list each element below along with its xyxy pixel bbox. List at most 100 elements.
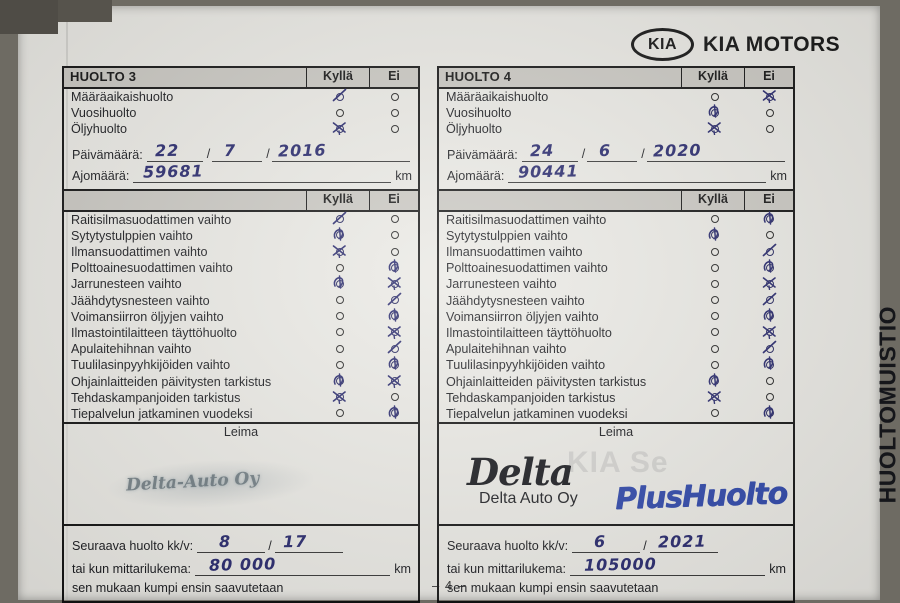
cell-yes[interactable] bbox=[308, 325, 370, 341]
cell-no[interactable] bbox=[745, 228, 793, 244]
next-service-row[interactable]: Seuraava huolto kk/v: 8 / 17 bbox=[72, 532, 411, 553]
checkbox-mark[interactable] bbox=[332, 121, 346, 136]
cell-yes[interactable] bbox=[308, 244, 370, 260]
checkbox-mark[interactable] bbox=[388, 244, 401, 257]
cell-no[interactable] bbox=[370, 89, 418, 105]
checkbox-mark[interactable] bbox=[763, 105, 776, 118]
checkbox-mark[interactable] bbox=[387, 374, 401, 388]
checkbox-mark[interactable] bbox=[333, 372, 346, 387]
checkbox-mark[interactable] bbox=[387, 292, 401, 306]
next-odometer-line[interactable]: 105000 bbox=[569, 554, 766, 576]
cell-no[interactable] bbox=[745, 390, 793, 406]
checkbox-mark[interactable] bbox=[388, 259, 401, 273]
checkbox-mark[interactable] bbox=[763, 390, 776, 403]
odometer-line[interactable]: 90441 bbox=[508, 161, 767, 183]
checkbox-mark[interactable] bbox=[333, 325, 346, 338]
checkbox-mark[interactable] bbox=[333, 309, 346, 322]
cell-yes[interactable] bbox=[683, 341, 745, 357]
checkbox-mark[interactable] bbox=[387, 340, 401, 354]
checkbox-mark[interactable] bbox=[333, 105, 346, 118]
cell-yes[interactable] bbox=[308, 211, 370, 228]
checkbox-mark[interactable] bbox=[762, 325, 776, 339]
cell-yes[interactable] bbox=[683, 212, 745, 228]
cell-no[interactable] bbox=[745, 325, 793, 341]
checkbox-mark[interactable] bbox=[388, 390, 401, 403]
odometer-field[interactable]: Ajomäärä: 59681 km bbox=[72, 161, 412, 183]
cell-no[interactable] bbox=[745, 259, 793, 276]
cell-no[interactable] bbox=[370, 325, 418, 341]
cell-yes[interactable] bbox=[683, 276, 745, 292]
cell-yes[interactable] bbox=[308, 406, 370, 422]
cell-no[interactable] bbox=[745, 308, 793, 325]
next-service-month-line[interactable]: 6 bbox=[572, 532, 641, 553]
checkbox-mark[interactable] bbox=[333, 341, 346, 354]
cell-yes[interactable] bbox=[308, 88, 370, 105]
date-month-slot[interactable]: 7 bbox=[212, 140, 263, 162]
checkbox-mark[interactable] bbox=[388, 89, 401, 102]
cell-no[interactable] bbox=[370, 374, 418, 390]
checkbox-mark[interactable] bbox=[708, 244, 721, 257]
cell-no[interactable] bbox=[370, 405, 418, 422]
cell-yes[interactable] bbox=[683, 227, 745, 244]
cell-yes[interactable] bbox=[308, 293, 370, 309]
cell-no[interactable] bbox=[370, 276, 418, 292]
cell-no[interactable] bbox=[370, 212, 418, 228]
cell-no[interactable] bbox=[370, 244, 418, 260]
cell-no[interactable] bbox=[370, 292, 418, 309]
odometer-line[interactable]: 59681 bbox=[133, 161, 392, 183]
cell-no[interactable] bbox=[745, 276, 793, 292]
checkbox-mark[interactable] bbox=[707, 121, 721, 136]
checkbox-mark[interactable] bbox=[708, 227, 721, 241]
cell-yes[interactable] bbox=[308, 372, 370, 390]
cell-yes[interactable] bbox=[683, 89, 745, 105]
checkbox-mark[interactable] bbox=[763, 228, 776, 241]
cell-yes[interactable] bbox=[683, 390, 745, 406]
checkbox-mark[interactable] bbox=[708, 293, 721, 306]
checkbox-mark[interactable] bbox=[708, 341, 721, 354]
checkbox-mark[interactable] bbox=[388, 212, 401, 225]
cell-yes[interactable] bbox=[308, 275, 370, 292]
cell-yes[interactable] bbox=[308, 390, 370, 406]
checkbox-mark[interactable] bbox=[763, 356, 776, 371]
cell-no[interactable] bbox=[745, 243, 793, 260]
cell-yes[interactable] bbox=[308, 260, 370, 276]
cell-yes[interactable] bbox=[683, 121, 745, 137]
date-day-slot[interactable]: 22 bbox=[146, 140, 203, 162]
cell-yes[interactable] bbox=[308, 121, 370, 137]
checkbox-mark[interactable] bbox=[332, 390, 346, 404]
checkbox-mark[interactable] bbox=[708, 372, 721, 387]
cell-yes[interactable] bbox=[683, 260, 745, 276]
checkbox-mark[interactable] bbox=[762, 276, 776, 291]
cell-no[interactable] bbox=[745, 121, 793, 137]
cell-yes[interactable] bbox=[683, 104, 745, 121]
checkbox-mark[interactable] bbox=[388, 105, 401, 118]
date-field[interactable]: Päivämäärä: 24 / 6 / 2020 bbox=[447, 140, 787, 162]
cell-yes[interactable] bbox=[683, 357, 745, 373]
checkbox-mark[interactable] bbox=[387, 325, 401, 339]
cell-yes[interactable] bbox=[683, 406, 745, 422]
checkbox-mark[interactable] bbox=[388, 228, 401, 241]
cell-no[interactable] bbox=[745, 210, 793, 228]
next-service-month-line[interactable]: 8 bbox=[197, 532, 266, 553]
checkbox-mark[interactable] bbox=[332, 88, 346, 102]
cell-yes[interactable] bbox=[683, 293, 745, 309]
cell-yes[interactable] bbox=[308, 309, 370, 325]
cell-yes[interactable] bbox=[308, 341, 370, 357]
date-month-slot[interactable]: 6 bbox=[587, 140, 638, 162]
cell-yes[interactable] bbox=[308, 105, 370, 121]
checkbox-mark[interactable] bbox=[707, 390, 721, 404]
checkbox-mark[interactable] bbox=[333, 275, 346, 290]
cell-yes[interactable] bbox=[683, 325, 745, 341]
date-day-slot[interactable]: 24 bbox=[521, 140, 578, 162]
cell-no[interactable] bbox=[745, 405, 793, 422]
checkbox-mark[interactable] bbox=[333, 406, 346, 419]
date-year-slot[interactable]: 2016 bbox=[271, 140, 410, 162]
cell-no[interactable] bbox=[745, 105, 793, 121]
odometer-field[interactable]: Ajomäärä: 90441 km bbox=[447, 161, 787, 183]
next-service-year-line[interactable]: 2021 bbox=[649, 531, 718, 553]
checkbox-mark[interactable] bbox=[762, 292, 776, 306]
checkbox-mark[interactable] bbox=[333, 227, 346, 241]
checkbox-mark[interactable] bbox=[388, 356, 401, 371]
checkbox-mark[interactable] bbox=[708, 89, 721, 102]
cell-no[interactable] bbox=[745, 374, 793, 390]
